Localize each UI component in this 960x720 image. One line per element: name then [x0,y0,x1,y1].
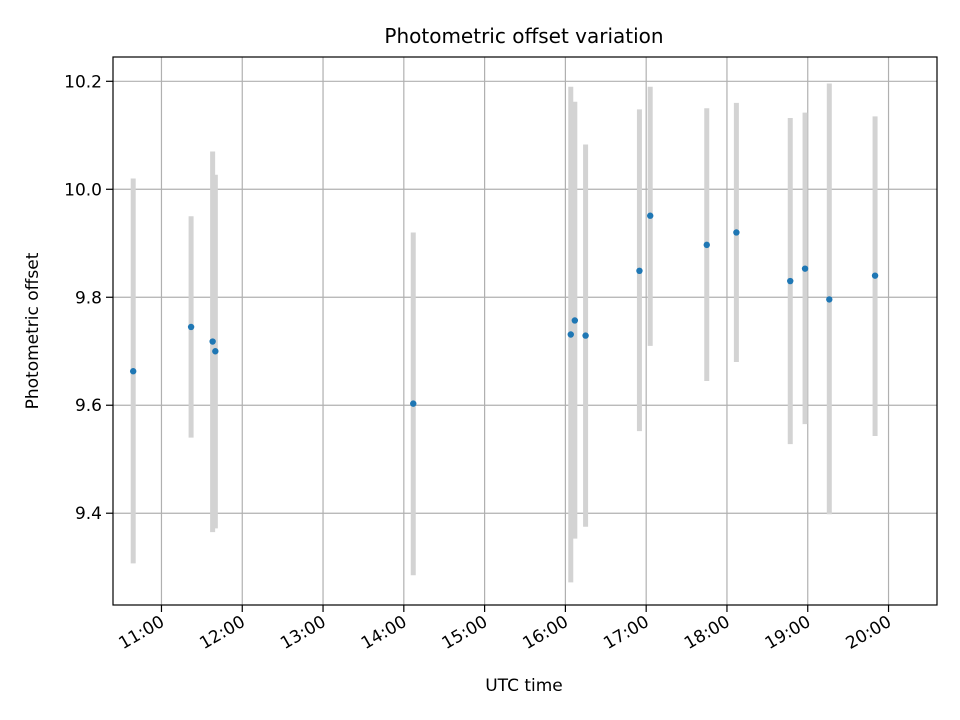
data-point [582,332,589,339]
y-tick-label: 9.4 [75,504,102,524]
x-tick-label: 11:00 [116,612,168,654]
x-tick-label: 15:00 [439,612,491,654]
data-point [187,323,195,331]
y-tick-label: 9.8 [75,288,102,308]
plot-frame [112,56,938,606]
x-axis-ticks: 11:00 12:00 13:00 14:00 15:00 16:00 17:00 18:00… [116,605,895,654]
chart-title: Photometric offset variation [384,24,663,48]
data-point [787,277,794,285]
data-point [636,267,643,275]
x-tick-label: 20:00 [843,612,895,654]
y-tick-label: 10.0 [64,180,102,200]
y-axis-ticks: 9.4 9.6 9.8 10.0 10.2 [64,72,113,524]
x-tick-label: 14:00 [358,612,410,654]
y-tick-label: 9.6 [75,396,102,416]
data-point [801,265,809,272]
data-point [871,272,879,279]
x-tick-label: 19:00 [762,612,814,654]
x-tick-label: 18:00 [681,612,733,654]
data-point [567,331,574,338]
data-point [410,400,417,407]
data-point [209,338,216,345]
x-tick-label: 16:00 [519,612,571,654]
y-axis-title: Photometric offset [23,252,43,409]
data-point [703,241,710,249]
data-point [212,348,219,355]
grid-lines [113,57,937,605]
x-tick-label: 12:00 [196,612,248,654]
error-bars [130,83,878,583]
data-points [129,212,879,407]
data-point [733,229,740,236]
x-tick-label: 17:00 [600,612,652,654]
data-point [826,296,833,303]
x-axis-title: UTC time [485,676,563,696]
data-point [647,212,654,219]
data-point [129,368,137,375]
x-tick-label: 13:00 [277,612,329,654]
data-point [571,317,579,324]
y-tick-label: 10.2 [64,72,102,92]
